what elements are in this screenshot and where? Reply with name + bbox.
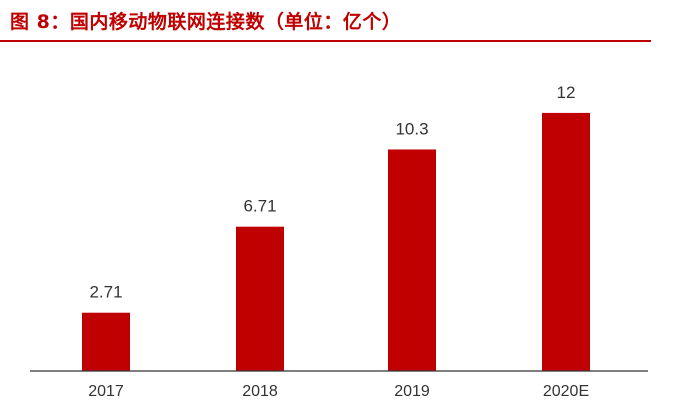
x-tick-labels-group: 2017 2018 2019 2020E (88, 383, 589, 400)
x-tick-label-2020E: 2020E (543, 383, 589, 400)
value-label-2018: 6.71 (243, 197, 276, 216)
bar-2018 (236, 226, 284, 371)
x-tick-label-2019: 2019 (394, 383, 430, 400)
x-tick-label-2017: 2017 (88, 383, 124, 400)
bar-2019 (388, 149, 436, 371)
bars-group (82, 112, 590, 372)
value-label-2020E: 12 (557, 83, 576, 102)
value-labels-group: 2.71 6.71 10.3 12 (89, 83, 575, 302)
title-divider (0, 40, 651, 42)
x-tick-label-2018: 2018 (242, 383, 278, 400)
value-label-2017: 2.71 (89, 283, 122, 302)
value-label-2019: 10.3 (395, 119, 428, 138)
bar-2020E (542, 112, 590, 372)
chart-title: 图 8：国内移动物联网连接数（单位：亿个） (10, 11, 402, 33)
bar-2017 (82, 312, 130, 371)
